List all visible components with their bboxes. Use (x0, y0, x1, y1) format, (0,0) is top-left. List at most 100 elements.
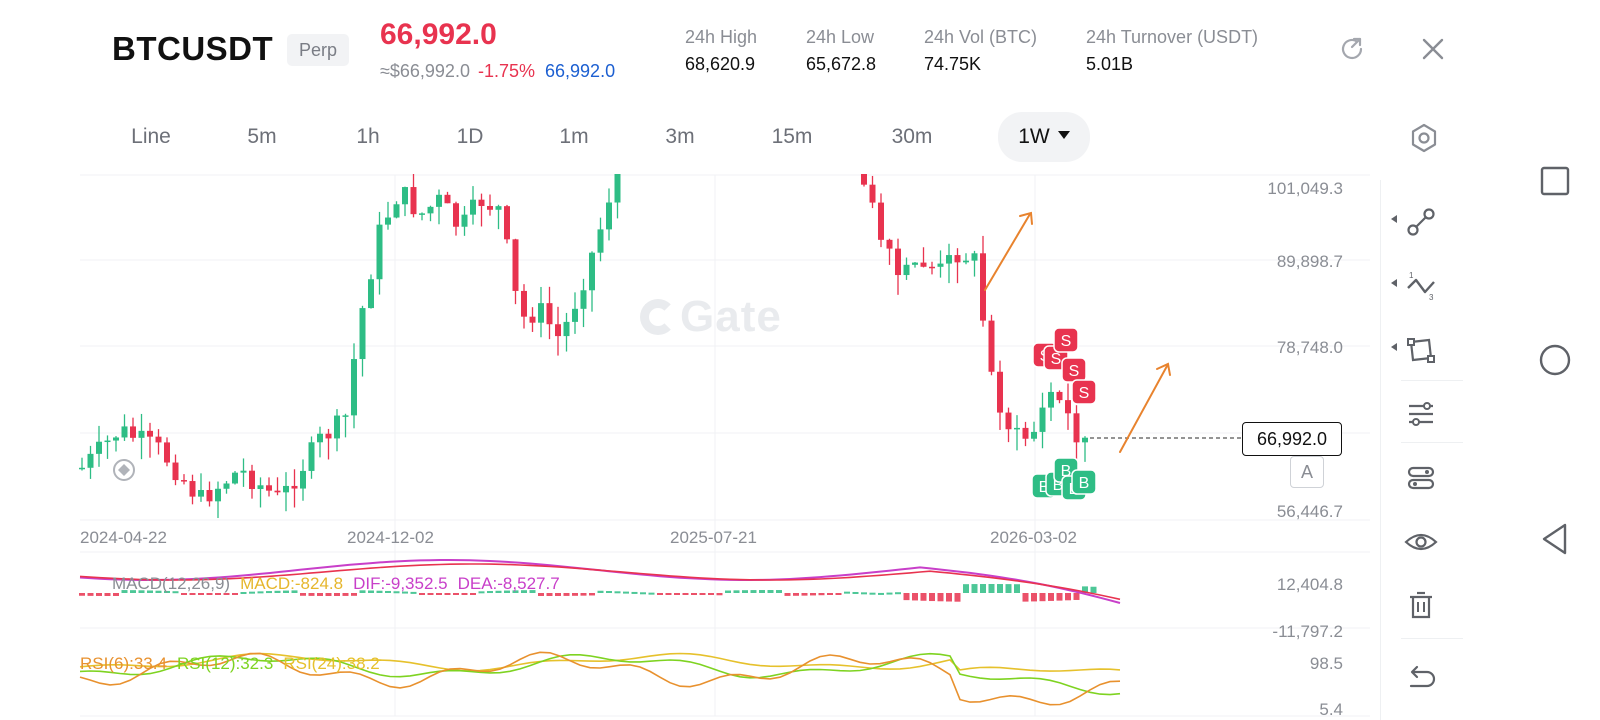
macd-bar (257, 591, 264, 594)
macd-bar (206, 593, 213, 595)
candle-body (1005, 412, 1012, 430)
macd-bar (878, 592, 884, 595)
rsi12-line (79, 652, 1121, 696)
fibonacci-icon[interactable]: 1 3 (1401, 266, 1441, 306)
home-icon[interactable] (1530, 335, 1580, 385)
buy-marker[interactable]: B (1071, 469, 1097, 495)
macd-bar (87, 593, 94, 596)
macd-bar (189, 593, 196, 595)
sell-marker[interactable]: S (1053, 327, 1079, 353)
macd-bar (334, 593, 340, 596)
macd-bar (793, 593, 799, 596)
macd-bar (223, 593, 230, 595)
settings-icon[interactable] (1408, 122, 1440, 154)
candle-body (130, 426, 136, 438)
trade-markers[interactable]: SSSSSBBBBB (1031, 327, 1097, 501)
macd-bar (640, 592, 646, 595)
candle-body (300, 470, 306, 489)
share-icon[interactable] (1337, 34, 1367, 64)
price-axis-label: 56,446.7 (1276, 502, 1343, 521)
current-price-tag: 66,992.0 (1242, 422, 1342, 456)
close-icon[interactable] (1418, 34, 1448, 64)
macd-bar (300, 593, 306, 596)
tab-1d[interactable]: 1D (456, 125, 484, 148)
candle-body (376, 224, 383, 280)
macd-bar (240, 592, 247, 595)
sell-marker[interactable]: S (1061, 357, 1087, 383)
toolbar-divider (1401, 380, 1463, 381)
tab-1w[interactable]: 1W (998, 112, 1090, 162)
candlestick-chart[interactable]: SSSSSBBBBB (0, 170, 1380, 720)
tab-30m[interactable]: 30m (891, 125, 933, 148)
macd-bar (121, 590, 128, 593)
macd-bar (113, 593, 119, 596)
candle-body (181, 480, 187, 482)
auto-scale-button[interactable]: A (1290, 456, 1324, 488)
last-price: 66,992.0 (380, 18, 497, 51)
candle-body (589, 252, 595, 291)
macd-bar (130, 590, 136, 593)
candles-layer (79, 174, 1088, 519)
candle-body (614, 174, 621, 203)
candle-body (453, 203, 459, 227)
tab-line[interactable]: Line (131, 125, 171, 148)
candle-body (555, 324, 561, 337)
compare-icon[interactable] (1401, 458, 1441, 498)
candle-body (427, 206, 434, 214)
symbol-title[interactable]: BTCUSDT (112, 30, 274, 67)
candle-body (886, 239, 893, 249)
undo-icon[interactable] (1401, 658, 1441, 698)
candle-body (393, 204, 400, 218)
candle-body (606, 202, 612, 230)
candle-body (436, 194, 442, 207)
macd-bar (1082, 586, 1088, 593)
macd-bar (725, 590, 731, 593)
rsi-axis-label: 98.5 (1309, 654, 1343, 673)
expand-left-icon[interactable] (1389, 342, 1399, 352)
macd-bar (342, 593, 349, 596)
macd-bar (478, 591, 485, 594)
tab-3m[interactable]: 3m (665, 125, 695, 148)
replay-icon[interactable] (113, 459, 135, 481)
macd-bar (410, 591, 417, 594)
macd-value: MACD:-824.8 (240, 574, 344, 593)
date-axis-label: 2024-04-22 (80, 528, 167, 547)
tab-1m[interactable]: 1m (559, 125, 589, 148)
macd-bar (155, 590, 162, 593)
candle-body (266, 485, 272, 491)
macd-bar (801, 593, 808, 596)
macd-bar (172, 591, 179, 594)
candle-body (1048, 391, 1054, 408)
candle-body (274, 490, 281, 493)
rsi-axis-label: 5.4 (1319, 700, 1343, 719)
delete-icon[interactable] (1401, 586, 1441, 626)
price-sub-row: ≈$66,992.0 -1.75% 66,992.0 (380, 61, 615, 82)
macd-bar (504, 590, 510, 593)
shape-tool-icon[interactable] (1401, 330, 1441, 370)
macd-bar (589, 593, 595, 596)
candle-body (895, 248, 901, 276)
candle-body (1014, 427, 1020, 430)
expand-left-icon[interactable] (1389, 278, 1399, 288)
candle-body (869, 184, 876, 203)
candle-body (385, 217, 391, 225)
back-icon[interactable] (1530, 514, 1580, 564)
recent-apps-icon[interactable] (1530, 156, 1580, 206)
tab-1h[interactable]: 1h (356, 125, 380, 148)
tab-5m[interactable]: 5m (247, 125, 277, 148)
trend-line-icon[interactable] (1401, 202, 1441, 242)
indicator-settings-icon[interactable] (1401, 394, 1441, 434)
candle-body (232, 472, 238, 484)
tab-15m[interactable]: 15m (771, 125, 813, 148)
macd-bar (869, 592, 876, 595)
macd-bar (759, 590, 765, 593)
macd-bar (937, 593, 944, 602)
sell-marker[interactable]: S (1071, 379, 1097, 405)
macd-bar (453, 593, 459, 595)
expand-left-icon[interactable] (1389, 214, 1399, 224)
macd-bar (538, 593, 544, 596)
macd-bar (495, 590, 502, 593)
macd-bar (776, 590, 782, 593)
trend-arrow-annotations[interactable] (984, 211, 1171, 453)
visibility-icon[interactable] (1401, 522, 1441, 562)
